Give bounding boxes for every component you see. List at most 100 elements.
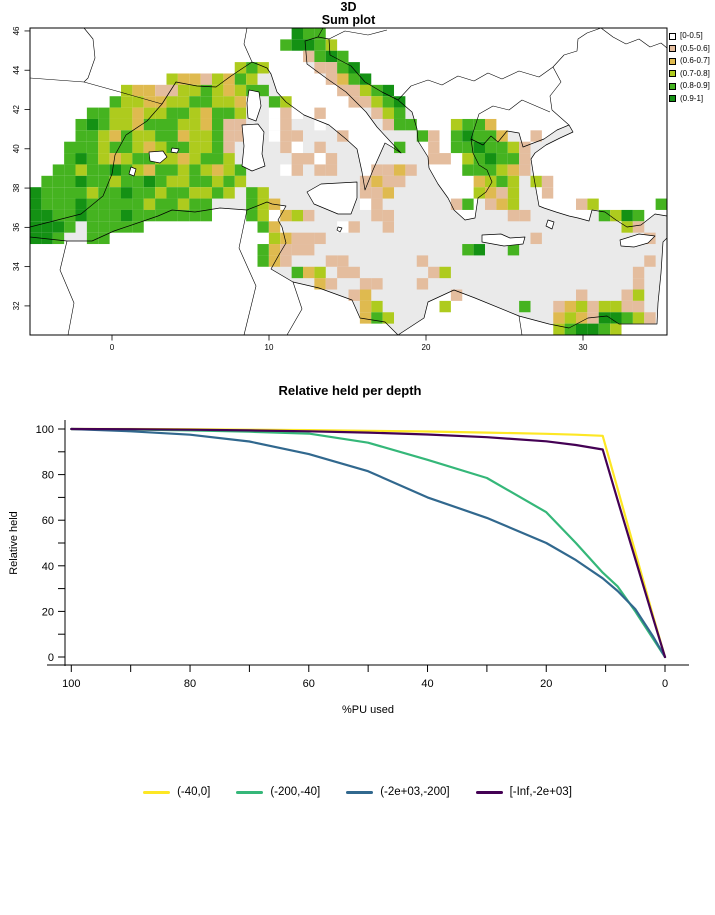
raster-cell bbox=[257, 84, 269, 97]
raster-cell bbox=[280, 164, 292, 176]
raster-cell bbox=[621, 289, 633, 301]
raster-cell bbox=[473, 141, 486, 154]
raster-cell bbox=[132, 107, 144, 119]
raster-cell bbox=[189, 118, 201, 131]
raster-cell bbox=[189, 130, 201, 142]
raster-cell bbox=[530, 175, 542, 188]
raster-cell bbox=[234, 118, 247, 131]
raster-cell bbox=[212, 153, 224, 165]
corsica-island bbox=[246, 89, 262, 122]
raster-cell bbox=[303, 39, 315, 51]
raster-cell bbox=[75, 164, 87, 176]
raster-cell bbox=[246, 187, 258, 199]
raster-cell bbox=[109, 164, 122, 176]
raster-cell bbox=[200, 153, 213, 165]
map-y-tick-label: 42 bbox=[12, 105, 21, 114]
raster-cell bbox=[485, 198, 497, 210]
raster-cell bbox=[382, 118, 395, 131]
sardinia-island bbox=[241, 123, 266, 172]
raster-cell bbox=[109, 153, 122, 165]
raster-cell bbox=[405, 164, 417, 176]
raster-cell bbox=[155, 118, 167, 131]
raster-cell bbox=[234, 175, 247, 188]
raster-cell bbox=[291, 209, 304, 222]
raster-cell bbox=[200, 107, 213, 119]
raster-cell bbox=[52, 232, 65, 245]
raster-cell bbox=[485, 118, 497, 131]
chart-legend-line-swatch bbox=[346, 790, 374, 794]
y-tick-label: 100 bbox=[36, 424, 54, 436]
chart-legend-label: (-200,-40] bbox=[270, 786, 321, 798]
raster-cell bbox=[496, 198, 508, 210]
raster-cell bbox=[257, 209, 269, 222]
map-legend-swatch bbox=[669, 82, 676, 90]
raster-cell bbox=[41, 175, 53, 188]
raster-cell bbox=[155, 164, 167, 176]
raster-cell bbox=[64, 221, 76, 233]
raster-cell bbox=[189, 164, 201, 176]
raster-cell bbox=[314, 266, 326, 279]
raster-cell bbox=[371, 198, 383, 210]
y-tick-label: 60 bbox=[42, 515, 54, 527]
raster-cell bbox=[280, 107, 292, 119]
map-panel-border bbox=[29, 27, 668, 336]
raster-cell bbox=[473, 130, 486, 142]
mediterranean-raster-map: 0 10 20 30 46 44 42 40 38 36 34 32 bbox=[12, 26, 668, 352]
raster-cell bbox=[212, 164, 224, 176]
y-axis-label: Relative held bbox=[8, 511, 20, 575]
raster-cell bbox=[155, 141, 167, 154]
chart-legend-line-swatch bbox=[475, 790, 503, 794]
raster-cell bbox=[177, 187, 190, 199]
raster-cell bbox=[268, 221, 281, 233]
raster-cell bbox=[257, 62, 269, 74]
raster-cell bbox=[166, 84, 178, 97]
raster-cell bbox=[64, 141, 76, 154]
raster-cell bbox=[177, 209, 190, 222]
raster-cell bbox=[155, 209, 167, 222]
raster-cell bbox=[268, 118, 281, 131]
raster-cell bbox=[86, 232, 99, 245]
raster-cell bbox=[371, 300, 383, 313]
x-tick-label: 0 bbox=[662, 678, 668, 690]
raster-cell bbox=[212, 130, 224, 142]
raster-cell bbox=[644, 255, 656, 267]
raster-cell bbox=[200, 84, 213, 97]
raster-cell bbox=[462, 244, 474, 256]
raster-cell bbox=[576, 198, 588, 210]
raster-cell bbox=[610, 209, 622, 222]
raster-cell bbox=[212, 141, 224, 154]
raster-cell bbox=[303, 244, 315, 256]
raster-cell bbox=[41, 232, 53, 245]
map-legend-label: (0.8-0.9] bbox=[680, 81, 710, 90]
raster-cell bbox=[155, 107, 167, 119]
raster-cell bbox=[52, 175, 65, 188]
raster-cell bbox=[177, 198, 190, 210]
raster-cell bbox=[200, 130, 213, 142]
chart-title: Relative held per depth bbox=[278, 383, 422, 398]
raster-cell bbox=[530, 130, 542, 142]
raster-cell bbox=[246, 62, 258, 74]
raster-cell bbox=[189, 153, 201, 165]
raster-cell bbox=[86, 130, 99, 142]
raster-cell bbox=[291, 28, 304, 40]
raster-cell bbox=[314, 50, 326, 63]
raster-cell bbox=[132, 84, 144, 97]
raster-cell bbox=[166, 96, 178, 108]
raster-cell bbox=[382, 175, 395, 188]
raster-cell bbox=[166, 209, 178, 222]
raster-cell bbox=[212, 107, 224, 119]
raster-cell bbox=[632, 300, 645, 313]
raster-cell bbox=[325, 39, 338, 51]
raster-cell bbox=[371, 107, 383, 119]
raster-cell bbox=[143, 130, 156, 142]
raster-cell bbox=[223, 175, 235, 188]
map-legend-label: (0.5-0.6] bbox=[680, 43, 710, 53]
raster-cell bbox=[337, 255, 349, 267]
raster-cell bbox=[166, 153, 178, 165]
raster-cell bbox=[496, 141, 508, 154]
raster-cell bbox=[109, 107, 122, 119]
map-legend-label: (0.9-1] bbox=[680, 93, 704, 103]
relative-held-chart: 100 80 60 40 20 0 0 20 40 60 80 100 %PU used Relative… bbox=[8, 420, 689, 716]
raster-cell bbox=[177, 84, 190, 97]
raster-cell bbox=[155, 175, 167, 188]
